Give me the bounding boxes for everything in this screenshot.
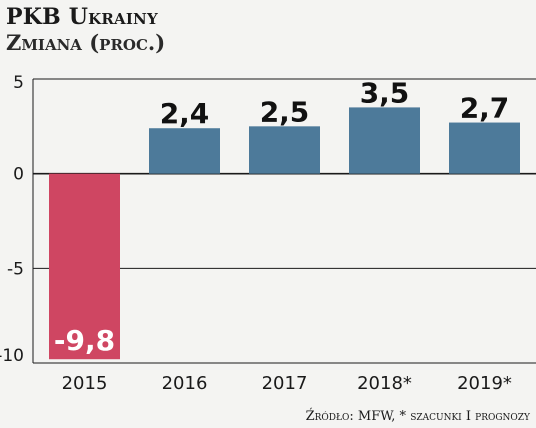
y-tick-label: 5 xyxy=(13,73,24,93)
x-tick-label: 2018* xyxy=(357,373,412,394)
y-tick-label: -10 xyxy=(0,346,24,366)
bar-2015 xyxy=(49,173,120,360)
bars xyxy=(49,107,520,360)
x-tick-label: 2015 xyxy=(62,373,108,394)
y-axis: 5 0 -5 -10 xyxy=(0,73,34,366)
data-label: 3,5 xyxy=(360,76,410,109)
x-tick-label: 2019* xyxy=(457,373,512,394)
x-tick-label: 2016 xyxy=(162,373,208,394)
data-label: 2,5 xyxy=(260,95,310,128)
data-label: 2,4 xyxy=(160,97,210,130)
x-tick-label: 2017 xyxy=(262,373,308,394)
x-axis: 2015 2016 2017 2018* 2019* xyxy=(62,373,512,394)
data-label: 2,7 xyxy=(460,92,510,125)
bar-2016 xyxy=(149,128,220,174)
data-labels: -9,8 2,4 2,5 3,5 2,7 xyxy=(54,76,509,357)
bar-2017 xyxy=(249,126,320,174)
bar-2019* xyxy=(449,122,520,174)
y-tick-label: -5 xyxy=(7,259,24,279)
chart-title: PKB Ukrainy xyxy=(6,4,158,30)
bar-2018* xyxy=(349,107,420,174)
source-note: Źródło: MFW, * szacunki I prognozy xyxy=(305,409,530,424)
y-tick-label: 0 xyxy=(13,165,24,185)
data-label: -9,8 xyxy=(54,324,115,357)
chart-subtitle: Zmiana (proc.) xyxy=(6,30,166,55)
